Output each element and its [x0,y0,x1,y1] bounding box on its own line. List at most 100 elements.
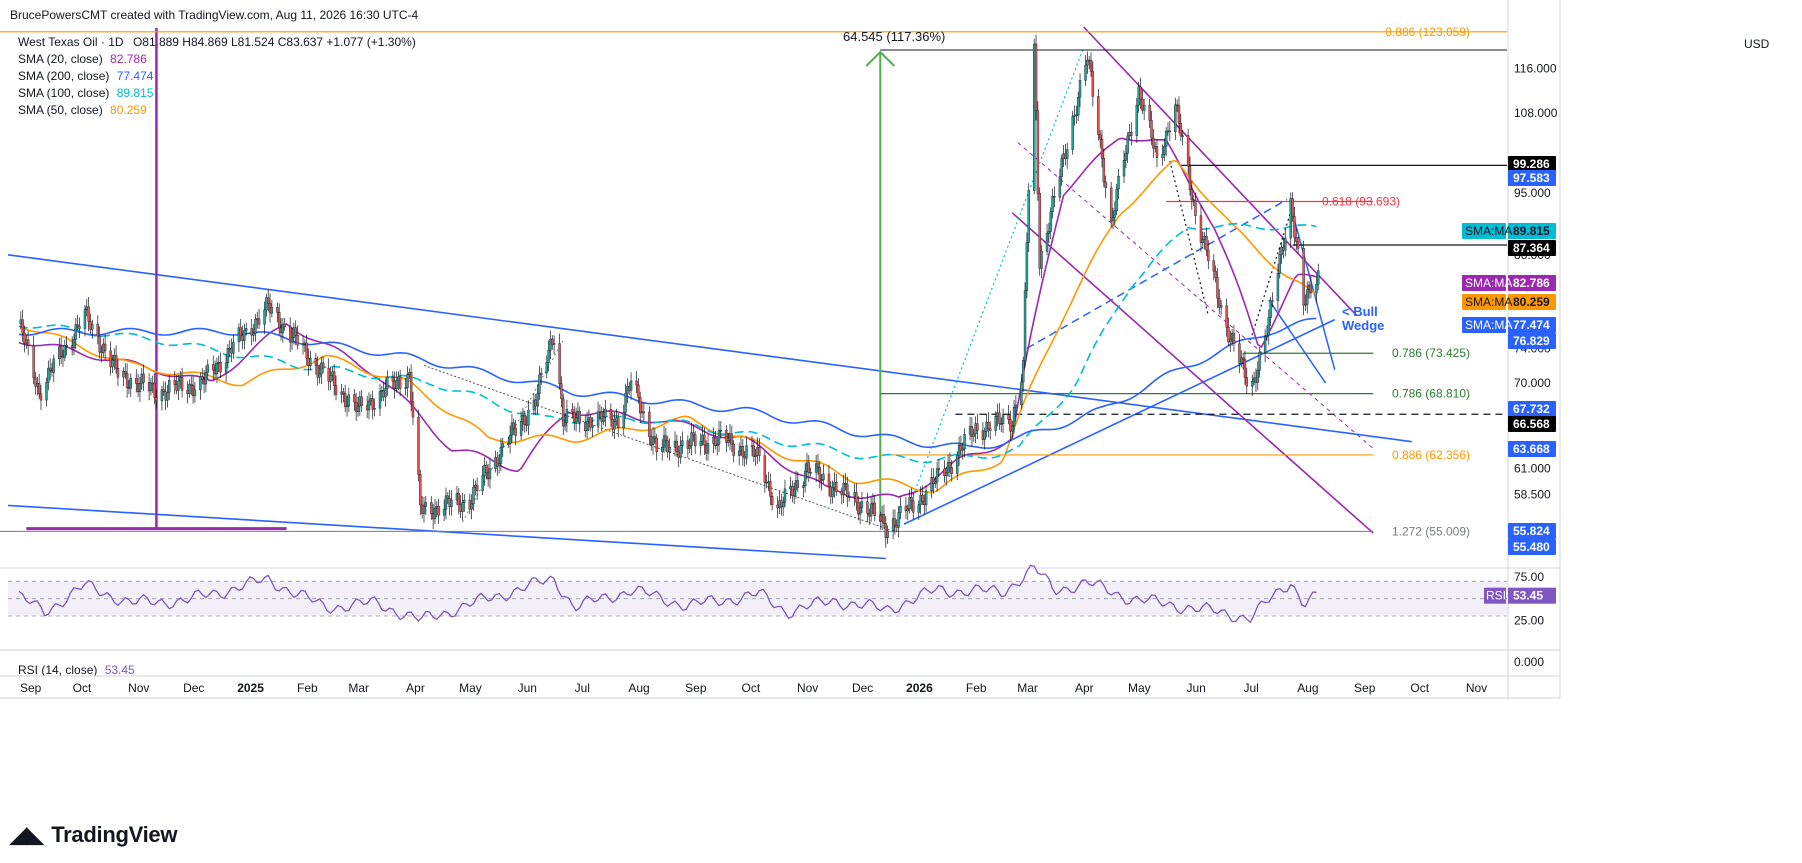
candle [340,383,343,404]
sma200-legend[interactable]: SMA (200, close) 77.474 [18,68,416,85]
candle [629,372,633,400]
candle [637,378,640,404]
candle [461,493,464,521]
candle-body [373,408,376,410]
candle-body [545,362,548,374]
candle [866,492,869,523]
x-tick-label: Dec [183,681,204,695]
candle [937,458,941,477]
price-badge[interactable]: 63.668 [1508,441,1556,457]
candle [591,417,594,438]
candle-body [1130,132,1133,136]
candle [149,377,153,396]
candle-body [215,363,219,375]
candle-body [1084,64,1087,81]
candle-body [932,477,935,485]
candle-body [1152,137,1155,149]
candle [289,317,292,352]
price-badge[interactable]: 99.286 [1508,156,1556,172]
x-tick-label: Oct [742,681,761,695]
candle-body [1040,251,1043,269]
sma20-legend[interactable]: SMA (20, close) 82.786 [18,51,416,68]
candle-body [897,512,900,528]
candle-body [48,367,52,371]
candle [1212,253,1215,281]
candle-body [76,324,79,327]
candle-body [188,383,191,394]
symbol-row[interactable]: West Texas Oil · 1D O81.889 H84.869 L81.… [18,34,416,51]
candle-body [549,338,552,351]
candle-body [199,376,202,391]
candle-body [574,416,578,423]
tradingview-footer-logo[interactable]: ◢◣ TradingView [10,822,177,848]
candle [305,334,308,365]
candle-body [294,327,297,336]
candle [639,391,642,424]
candle [507,436,510,448]
price-badge[interactable]: 97.583 [1508,170,1556,186]
price-badge[interactable]: 66.568 [1508,416,1556,432]
price-badge[interactable]: 55.480 [1508,539,1556,555]
candle [1001,408,1005,434]
candle-body [360,396,363,406]
candle-body [1091,71,1095,97]
price-badge[interactable]: 55.824 [1508,523,1556,539]
price-badge[interactable]: 87.364 [1508,240,1556,256]
candle [679,436,682,464]
candle [114,345,118,374]
candle [1034,34,1038,121]
x-tick-label: Mar [348,681,369,695]
candle [201,367,204,385]
fib-label: 0.618 (93.693) [1322,194,1400,208]
candle [212,355,215,380]
candle-body [666,440,669,453]
candle-body [1071,116,1074,150]
rsi-pane [8,564,1507,624]
candle [1058,168,1062,202]
candle-body [254,319,257,334]
sma50-legend[interactable]: SMA (50, close) 80.259 [18,102,416,119]
candle [574,407,578,432]
price-badge[interactable]: 67.732 [1508,401,1556,417]
candle [527,400,530,436]
candle [48,358,52,381]
candle-body [912,500,915,513]
candle-body [1269,300,1272,318]
candle-body [514,427,517,436]
candle-body [558,343,561,384]
candle-body [508,435,512,445]
price-badge[interactable]: 76.829 [1508,333,1556,349]
candle [245,322,248,336]
candle [1007,405,1010,425]
candle-body [1284,237,1287,251]
candle-body [1023,290,1027,361]
candle [138,376,142,402]
candle-body [21,319,24,334]
candle [662,425,666,453]
candle [1102,148,1106,188]
sma100-legend[interactable]: SMA (100, close) 89.815 [18,85,416,102]
candle-body [386,376,389,389]
candle [803,463,807,493]
candle-body [334,385,338,395]
candle-body [52,358,56,373]
tradingview-logo-icon: ◢◣ [10,822,44,847]
candle [91,319,94,339]
rsi-legend[interactable]: RSI (14, close) 53.45 [18,663,135,677]
candle-body [835,481,838,492]
candle [668,438,671,461]
candle [1065,142,1069,169]
candle [411,391,415,426]
candle [1302,240,1305,316]
candle-body [124,371,127,374]
candle-body [1126,135,1129,154]
candle-body [675,440,679,452]
candle [276,302,279,323]
candle-body [930,477,933,492]
candle [725,425,728,453]
